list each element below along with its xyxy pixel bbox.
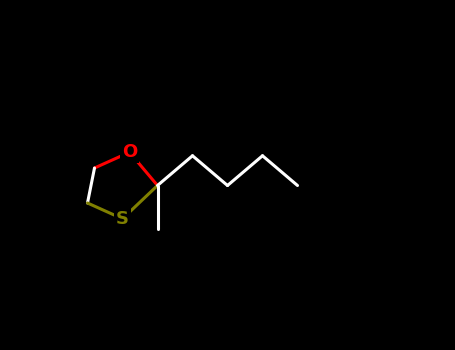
Text: S: S	[116, 210, 129, 228]
Text: O: O	[122, 143, 137, 161]
